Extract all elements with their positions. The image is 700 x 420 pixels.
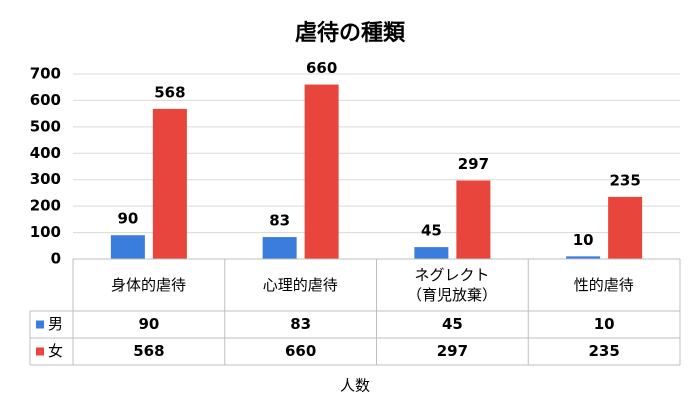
legend-label: 女 — [48, 342, 63, 360]
y-tick-label: 400 — [30, 144, 61, 162]
bar — [456, 180, 491, 259]
data-label: 297 — [458, 155, 489, 173]
y-tick-label: 100 — [30, 223, 61, 241]
data-label: 10 — [573, 231, 594, 249]
x-tick-label: 心理的虐待 — [262, 276, 338, 294]
table-value: 45 — [442, 315, 463, 333]
legend-key — [36, 347, 44, 356]
y-tick-label: 700 — [30, 65, 61, 83]
bar — [110, 235, 145, 259]
table-value: 10 — [594, 315, 615, 333]
table-value: 660 — [285, 342, 316, 360]
table-value: 297 — [437, 342, 468, 360]
data-label: 660 — [306, 59, 337, 77]
bar — [152, 108, 187, 259]
x-tick-label: 性的虐待 — [573, 276, 634, 294]
table-value: 568 — [133, 342, 164, 360]
x-tick-label: ネグレクト （育児放棄） — [406, 266, 497, 304]
table-value: 90 — [138, 315, 159, 333]
x-tick-label: 身体的虐待 — [110, 276, 186, 294]
y-tick-label: 500 — [30, 117, 61, 135]
y-tick-label: 0 — [51, 250, 61, 268]
data-label: 90 — [117, 210, 138, 228]
table-value: 235 — [588, 342, 619, 360]
chart-title: 虐待の種類 — [295, 20, 406, 46]
y-tick-label: 300 — [30, 170, 61, 188]
y-tick-label: 600 — [30, 91, 61, 109]
bar — [262, 237, 297, 259]
data-label: 83 — [269, 212, 290, 230]
axis-title: 人数 — [340, 377, 370, 395]
data-label: 235 — [609, 171, 640, 189]
legend-key — [36, 320, 44, 329]
y-tick-label: 200 — [30, 197, 61, 215]
data-label: 45 — [421, 222, 442, 240]
bar — [304, 84, 339, 259]
legend-label: 男 — [48, 315, 63, 333]
data-label: 568 — [154, 83, 185, 101]
table-value: 83 — [290, 315, 311, 333]
bar — [608, 196, 643, 259]
bar — [414, 247, 449, 259]
bar — [566, 256, 601, 259]
